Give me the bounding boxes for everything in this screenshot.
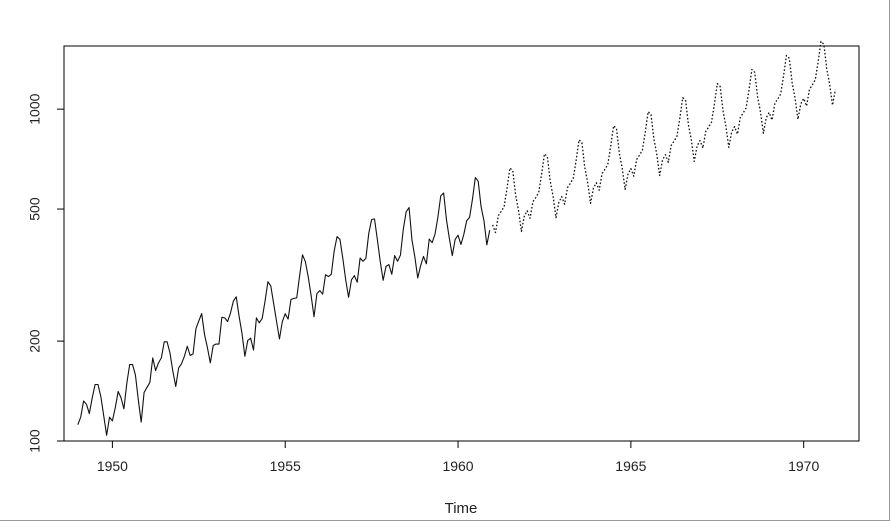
series-layer [77, 40, 837, 436]
y-tick-label-200: 200 [27, 329, 43, 353]
x-tick-label-1960: 1960 [442, 458, 473, 474]
observed-series-line [77, 177, 491, 436]
x-tick-label-1950: 1950 [97, 458, 128, 474]
x-tick-label-1965: 1965 [615, 458, 646, 474]
y-tick-label-1000: 1000 [27, 93, 43, 124]
y-axis: 100 200 500 1000 [27, 93, 65, 453]
x-tick-label-1970: 1970 [788, 458, 819, 474]
y-tick-label-500: 500 [27, 197, 43, 221]
forecast-series-line [492, 40, 837, 234]
x-axis-title: Time [445, 500, 478, 517]
y-tick-label-100: 100 [27, 429, 43, 453]
x-tick-label-1955: 1955 [270, 458, 301, 474]
x-axis: 1950 1955 1960 1965 1970 [97, 440, 819, 474]
